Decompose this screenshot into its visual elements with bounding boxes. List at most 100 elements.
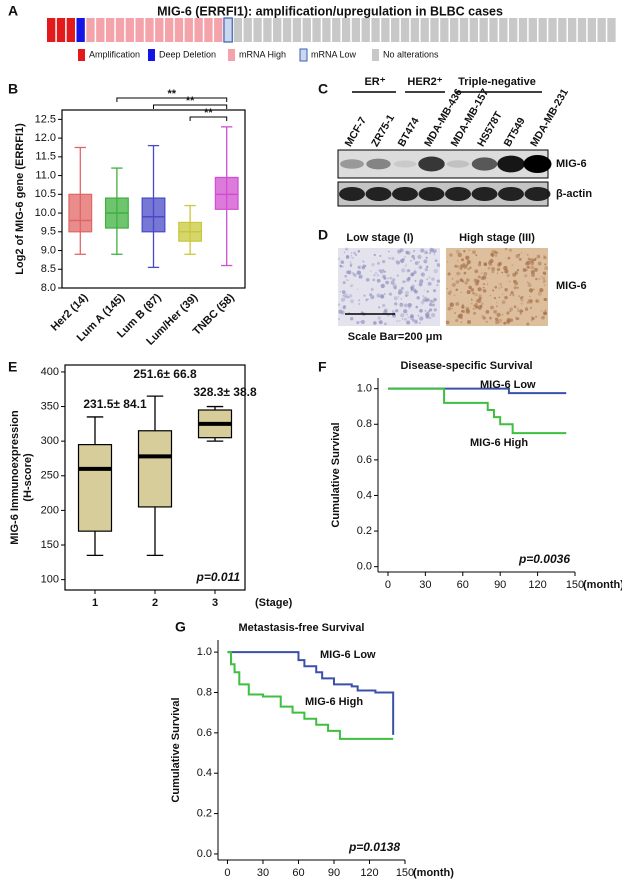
ihc-texture (460, 291, 463, 294)
ihc-texture (407, 294, 409, 297)
band (524, 187, 551, 201)
ihc-texture (544, 263, 547, 266)
ihc-texture (425, 256, 428, 259)
x-axis-label: (Stage) (255, 597, 293, 609)
ihc-texture (508, 280, 511, 283)
ihc-texture (446, 287, 448, 290)
ihc-texture (522, 268, 527, 272)
ihc-texture (350, 317, 354, 321)
oncoprint-cell (56, 18, 66, 42)
x-tick-label: 30 (419, 579, 431, 591)
ihc-texture (429, 316, 432, 320)
ihc-texture (470, 302, 473, 305)
ihc-texture (460, 258, 465, 262)
ihc-texture (536, 254, 541, 259)
lane-label: MDA-MB-231 (528, 87, 571, 149)
box (214, 176, 239, 210)
ihc-texture (496, 272, 499, 275)
ihc-texture (416, 296, 420, 300)
ihc-texture (339, 264, 343, 268)
ihc-texture (377, 263, 379, 265)
y-tick-label: 8.5 (41, 263, 56, 275)
ihc-texture (394, 302, 398, 306)
ihc-texture (427, 281, 432, 286)
band (523, 155, 552, 173)
ihc-texture (513, 286, 517, 290)
ihc-texture (475, 254, 478, 257)
ihc-texture (473, 311, 477, 315)
ihc-texture (393, 285, 397, 290)
ihc-texture (506, 311, 510, 315)
ihc-texture (382, 269, 385, 271)
ihc-texture (507, 256, 511, 260)
ihc-texture (478, 261, 482, 264)
ihc-texture (412, 257, 416, 260)
ihc-texture (373, 253, 376, 257)
oncoprint-cell (518, 18, 528, 42)
band (392, 187, 418, 201)
oncoprint-cell (499, 18, 508, 42)
ihc-texture (542, 271, 546, 275)
alteration-group (86, 18, 223, 42)
series-label: MIG-6 High (305, 696, 363, 708)
ihc-texture (493, 297, 496, 300)
ihc-texture (474, 292, 478, 297)
ihc-texture (535, 277, 538, 281)
ihc-texture (350, 299, 355, 304)
ihc-texture (429, 302, 433, 307)
ihc-texture (456, 271, 461, 276)
panel-letter: E (8, 359, 17, 375)
ihc-texture (461, 309, 466, 314)
ihc-texture (347, 279, 349, 282)
ihc-texture (353, 251, 356, 255)
ihc-texture (343, 305, 346, 308)
oncoprint-cell (587, 18, 596, 42)
panel-letter: B (8, 81, 18, 97)
ihc-texture (498, 318, 503, 323)
ihc-texture (461, 305, 465, 309)
ihc-texture (485, 320, 488, 324)
ihc-texture (342, 265, 345, 268)
alteration-group (223, 17, 233, 43)
survival-curve (387, 387, 567, 395)
oncoprint-cell (302, 18, 311, 42)
ihc-texture (482, 283, 485, 286)
ihc-texture (516, 318, 519, 321)
ihc-texture (378, 296, 381, 298)
ihc-texture (414, 320, 418, 324)
ihc-texture (448, 293, 451, 296)
ihc-texture (337, 257, 341, 261)
ihc-texture (410, 259, 412, 262)
ihc-texture (341, 290, 346, 294)
ihc-texture (339, 290, 342, 293)
ihc-texture (490, 252, 495, 257)
oncoprint-cell (548, 18, 557, 42)
chart-title: Metastasis-free Survival (239, 622, 365, 634)
legend-label: mRNA Low (311, 49, 357, 59)
ihc-texture (393, 286, 397, 289)
ihc-texture (481, 272, 483, 274)
ihc-label: MIG-6 (556, 280, 587, 292)
survival-curve (387, 387, 567, 435)
ihc-texture (518, 258, 522, 261)
ihc-texture (544, 297, 548, 302)
ihc-texture (529, 299, 533, 303)
ihc-texture (353, 273, 357, 277)
ihc-texture (403, 303, 408, 308)
oncoprint-cell (558, 18, 567, 42)
oncoprint-cell (204, 18, 213, 42)
ihc-texture (520, 297, 524, 302)
ihc-texture (464, 281, 468, 285)
ihc-texture (513, 305, 517, 309)
ihc-texture (543, 255, 545, 257)
ihc-texture (534, 315, 538, 318)
ihc-texture (511, 264, 514, 266)
ihc-texture (376, 261, 381, 265)
ihc-texture (459, 278, 464, 282)
oncoprint-cell (371, 18, 380, 42)
ihc-texture (480, 302, 484, 306)
ihc-texture (424, 309, 427, 312)
oncoprint-cell (184, 18, 193, 42)
oncoprint-cell (528, 18, 537, 42)
